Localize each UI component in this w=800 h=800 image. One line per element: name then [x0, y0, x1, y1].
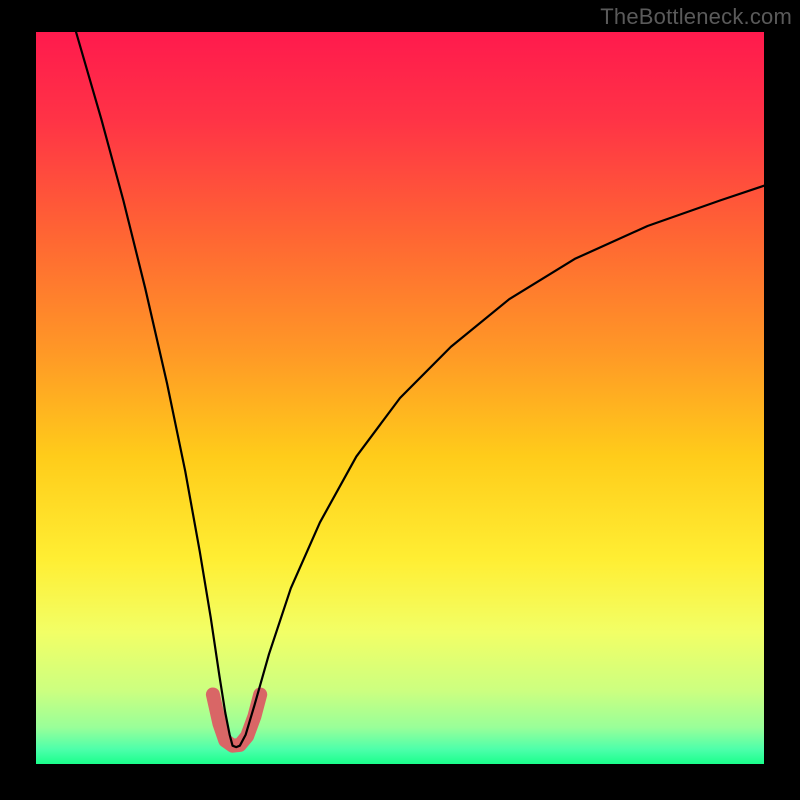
chart-container: TheBottleneck.com [0, 0, 800, 800]
bottleneck-chart [0, 0, 800, 800]
watermark-text: TheBottleneck.com [600, 4, 792, 30]
